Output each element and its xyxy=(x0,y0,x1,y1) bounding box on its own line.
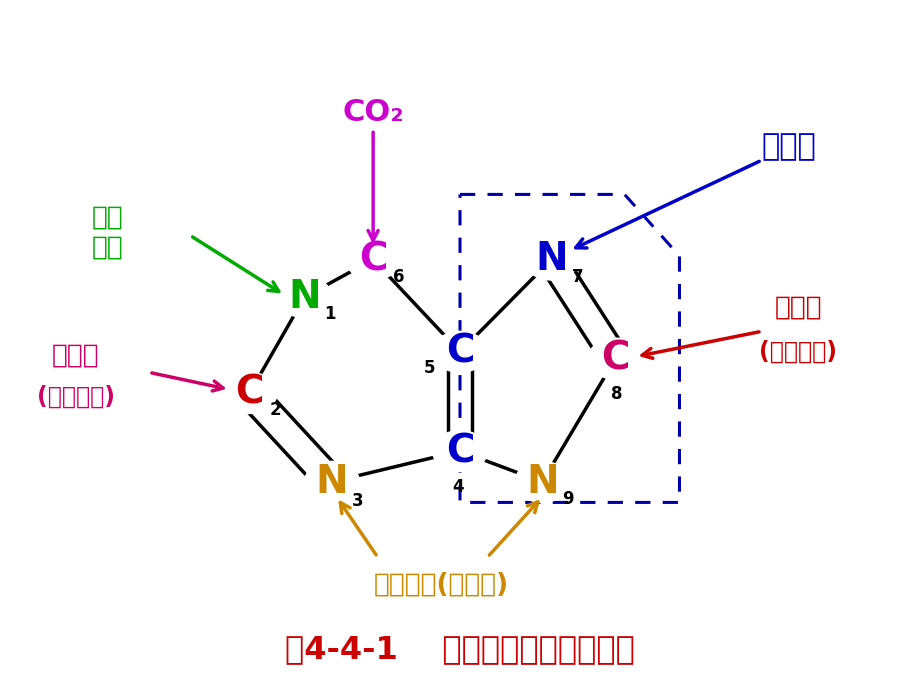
Text: (一碳单位): (一碳单位) xyxy=(758,340,836,364)
Text: 8: 8 xyxy=(610,385,622,403)
Text: 3: 3 xyxy=(352,492,363,510)
Text: C: C xyxy=(446,333,473,371)
Text: C: C xyxy=(446,432,473,470)
Text: N: N xyxy=(526,463,558,501)
Text: N: N xyxy=(288,278,321,316)
Text: 图4-4-1    嘌呤碱从头合成的原料: 图4-4-1 嘌呤碱从头合成的原料 xyxy=(285,634,634,665)
Circle shape xyxy=(432,431,487,472)
Circle shape xyxy=(277,277,332,317)
Text: 4: 4 xyxy=(452,478,464,497)
Text: 甲酰基: 甲酰基 xyxy=(774,295,822,320)
Text: N: N xyxy=(315,463,348,501)
Text: 天冬
氨酸: 天冬 氨酸 xyxy=(92,204,124,260)
Text: 6: 6 xyxy=(392,268,404,286)
Text: 1: 1 xyxy=(324,305,335,324)
Circle shape xyxy=(304,462,359,502)
Text: 甘氨酸: 甘氨酸 xyxy=(761,132,816,161)
Text: 9: 9 xyxy=(562,490,573,508)
Text: 甲酰基: 甲酰基 xyxy=(52,342,99,368)
Circle shape xyxy=(346,239,400,280)
Text: 谷氨酰胺(酰胺基): 谷氨酰胺(酰胺基) xyxy=(374,571,509,598)
Circle shape xyxy=(515,462,569,502)
Circle shape xyxy=(222,373,277,413)
Circle shape xyxy=(432,331,487,373)
Text: 2: 2 xyxy=(269,401,281,419)
Text: C: C xyxy=(358,240,387,279)
Circle shape xyxy=(524,239,578,280)
Text: N: N xyxy=(535,240,567,279)
Text: 7: 7 xyxy=(571,268,583,286)
Text: C: C xyxy=(600,339,629,377)
Text: C: C xyxy=(235,374,264,412)
Text: CO₂: CO₂ xyxy=(342,98,403,127)
Text: (一碳单位): (一碳单位) xyxy=(37,384,115,408)
Circle shape xyxy=(587,338,642,380)
Text: 5: 5 xyxy=(423,359,435,377)
